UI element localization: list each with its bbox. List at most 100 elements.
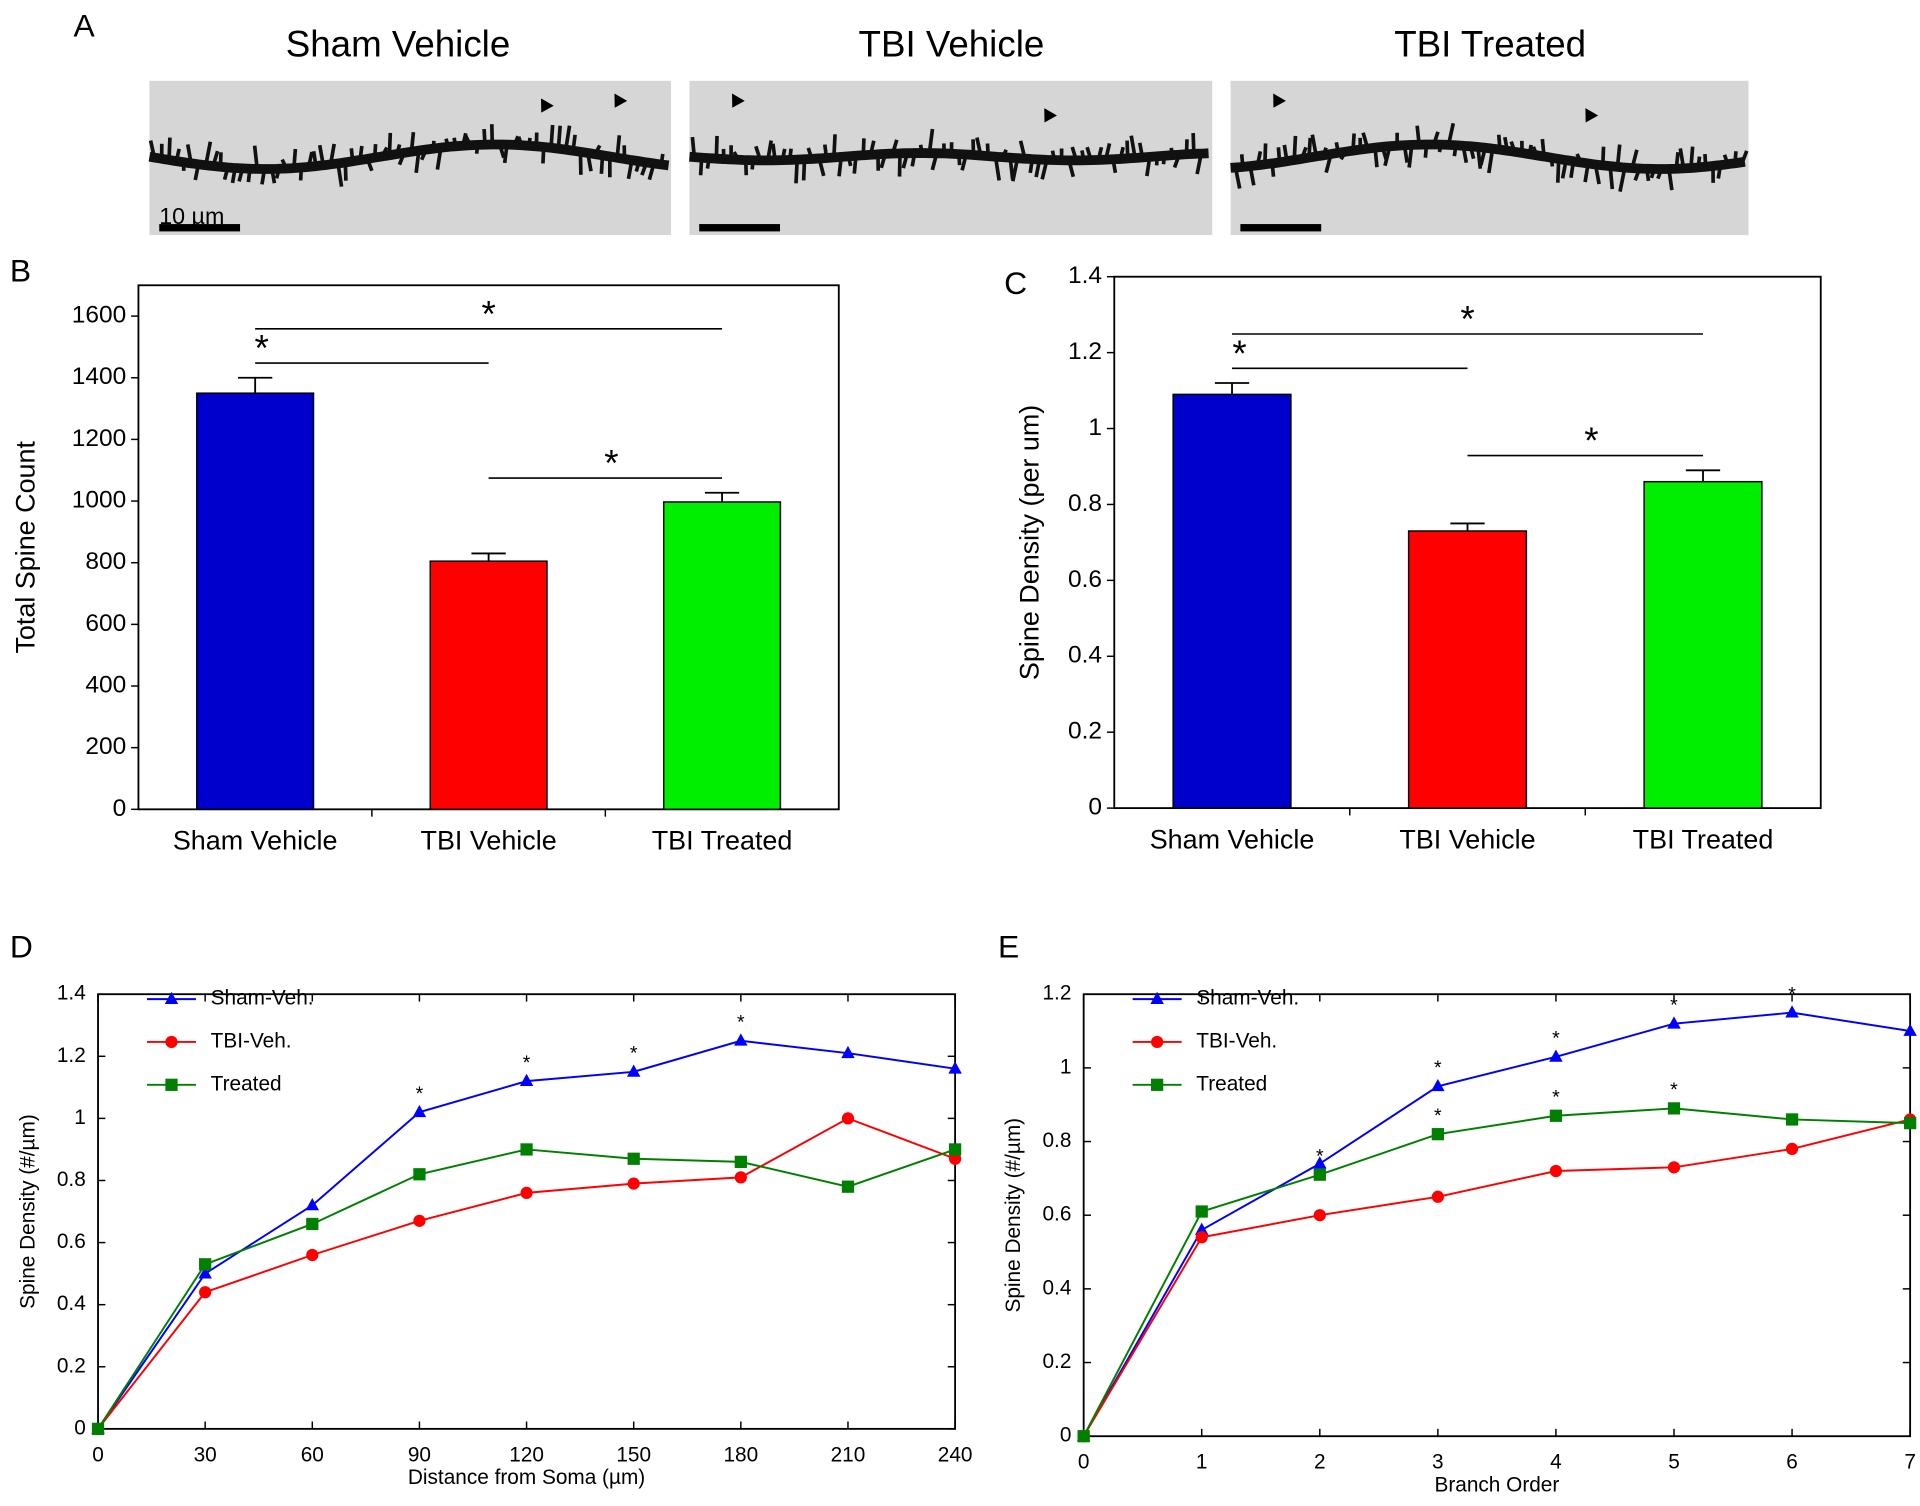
spine: [280, 158, 289, 170]
x-tick-label: 7: [1904, 1451, 1916, 1474]
spine: [274, 168, 282, 179]
marker: [1549, 1109, 1563, 1122]
marker: [627, 1152, 640, 1165]
legend-label: TBI-Veh.: [1196, 1029, 1277, 1052]
spine: [910, 152, 917, 167]
spine: [1722, 154, 1730, 165]
marker: [1313, 1209, 1326, 1222]
spine: [230, 167, 237, 184]
spine: [1270, 163, 1276, 177]
spine: [1674, 151, 1680, 169]
y-tick-label: 400: [85, 671, 126, 698]
panel-label: B: [10, 253, 31, 289]
series-line: [1082, 1107, 1911, 1437]
marker: [305, 1197, 320, 1211]
spine: [732, 151, 740, 161]
spine: [203, 141, 213, 166]
marker: [412, 1104, 427, 1118]
marker: [627, 1177, 640, 1190]
spine: [444, 138, 450, 148]
bar: [1643, 480, 1763, 809]
spine: [1432, 131, 1440, 146]
spine: [993, 156, 1001, 181]
spine: [372, 144, 378, 158]
spine: [879, 153, 888, 169]
spine: [1001, 148, 1008, 158]
marker: [734, 1155, 747, 1168]
x-tick-label: 6: [1786, 1451, 1798, 1474]
spine: [336, 163, 344, 187]
spine: [1703, 153, 1708, 167]
marker: [1667, 1102, 1681, 1115]
spine: [571, 134, 577, 151]
significance-label: *: [255, 328, 269, 369]
spine: [1282, 144, 1289, 162]
spine: [927, 128, 935, 154]
spine: [1263, 143, 1268, 165]
marker: [1313, 1156, 1327, 1169]
spine: [1050, 150, 1057, 161]
spine: [868, 140, 876, 156]
spine: [237, 167, 245, 182]
marker: [1785, 1142, 1799, 1156]
spine: [516, 136, 524, 146]
spine: [1248, 165, 1256, 186]
marker: [165, 1035, 178, 1049]
y-tick-label: 0.4: [1042, 1276, 1071, 1299]
y-tick-label: 0.4: [1068, 642, 1102, 669]
marker: [734, 1033, 748, 1046]
dendrite: [1230, 139, 1746, 174]
marker: [1431, 1078, 1445, 1092]
micrographs: [148, 80, 1749, 236]
spine: [1233, 167, 1242, 189]
marker: [91, 1422, 105, 1435]
spine: [1321, 147, 1328, 156]
spine: [358, 145, 364, 161]
spine: [1373, 147, 1379, 168]
y-axis-label: Spine Density (per um): [1014, 405, 1044, 680]
y-tick-label: 1: [74, 1106, 86, 1129]
y-tick-label: 1.4: [57, 982, 86, 1005]
x-axis-label: Distance from Soma (µm): [408, 1466, 645, 1489]
spine: [252, 145, 260, 170]
spine: [311, 150, 318, 167]
spine: [1527, 144, 1533, 155]
spine: [541, 146, 546, 164]
spine: [1034, 159, 1042, 178]
series-line: [1082, 1118, 1911, 1437]
spine: [1191, 133, 1196, 154]
spine: [563, 125, 572, 150]
spine: [1310, 134, 1319, 157]
bar: [1407, 530, 1528, 809]
panel-label: C: [1004, 265, 1027, 301]
marker: [199, 1286, 212, 1299]
spine: [1696, 156, 1702, 168]
marker: [1313, 1168, 1326, 1181]
spine: [1645, 168, 1651, 182]
spine: [1040, 159, 1049, 180]
spine: [1299, 146, 1308, 160]
spine: [1575, 153, 1583, 164]
significance-label: *: [630, 1043, 638, 1065]
spine: [705, 157, 711, 169]
series-line: [97, 1117, 956, 1430]
significance-label: *: [604, 443, 618, 484]
spine: [890, 139, 899, 155]
spine: [502, 144, 509, 164]
significance-label: *: [1788, 983, 1796, 1005]
spine: [794, 159, 799, 184]
marker: [1150, 991, 1164, 1004]
spine: [419, 148, 428, 161]
spine: [1111, 158, 1118, 174]
spine: [918, 144, 924, 154]
y-tick-label: 1.2: [57, 1044, 86, 1067]
spine: [1276, 147, 1282, 163]
spine: [1402, 144, 1409, 163]
spine: [901, 152, 910, 169]
spine: [1630, 149, 1639, 169]
spine: [846, 155, 853, 167]
x-tick-label: Sham Vehicle: [173, 825, 338, 855]
marker: [199, 1258, 212, 1271]
marker: [1151, 1035, 1164, 1049]
spine: [1569, 161, 1576, 179]
